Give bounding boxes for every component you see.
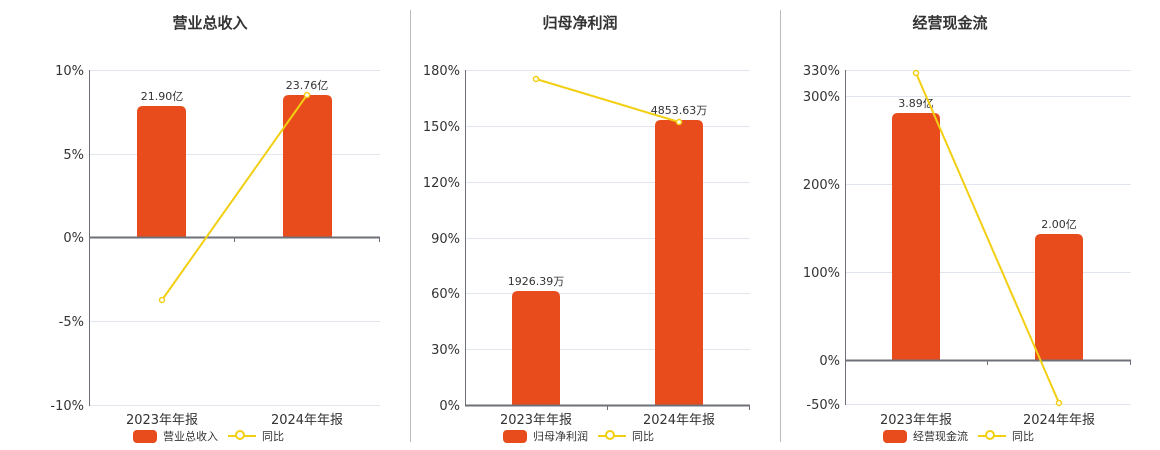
y-tick-label: 0% — [439, 399, 460, 414]
chart-panel-revenue: 营业总收入 10% 5% 0% -5% -10% 21.90亿 23.76亿 2… — [0, 0, 410, 450]
yoy-point[interactable] — [303, 91, 311, 99]
bar-value-label: 4853.63万 — [651, 104, 708, 117]
panel-divider — [410, 10, 411, 442]
bar-2024[interactable] — [655, 120, 703, 405]
y-tick-label: 30% — [431, 343, 460, 358]
panel-divider — [780, 10, 781, 442]
y-tick-label: 5% — [63, 148, 84, 163]
y-tick-label: 180% — [423, 64, 460, 79]
y-tick-label: 150% — [423, 120, 460, 135]
y-tick-label: 60% — [431, 287, 460, 302]
legend-bar-label[interactable]: 归母净利润 — [533, 430, 588, 443]
yoy-point[interactable] — [158, 296, 166, 304]
bar-2024[interactable] — [283, 95, 332, 237]
y-tick-label: 200% — [803, 178, 840, 193]
bar-2023[interactable] — [137, 106, 186, 237]
chart-legend: 经营现金流 同比 — [883, 428, 1034, 444]
legend-bar-swatch[interactable] — [883, 429, 907, 443]
bar-value-label: 2.00亿 — [1041, 218, 1077, 231]
legend-bar-label[interactable]: 营业总收入 — [163, 430, 218, 443]
legend-line-label[interactable]: 同比 — [632, 430, 654, 443]
y-tick-label: 120% — [423, 176, 460, 191]
y-tick-label: 90% — [431, 232, 460, 247]
bar-value-label: 21.90亿 — [141, 90, 184, 103]
x-tick-label: 2023年年报 — [500, 413, 572, 428]
chart-panel-net-profit: 归母净利润 180% 150% 120% 90% 60% 30% 0% 1926… — [423, 14, 750, 444]
yoy-line — [161, 94, 308, 301]
x-tick-label: 2023年年报 — [880, 413, 952, 428]
bar-value-label: 1926.39万 — [508, 275, 565, 288]
x-tick-label: 2024年年报 — [1023, 413, 1095, 428]
y-tick-label: -5% — [59, 315, 84, 330]
legend-line-icon[interactable] — [228, 430, 256, 442]
x-tick-label: 2023年年报 — [126, 413, 198, 428]
y-tick-label: 300% — [803, 90, 840, 105]
yoy-point[interactable] — [532, 75, 540, 83]
chart-legend: 营业总收入 同比 — [133, 428, 284, 444]
x-tick-label: 2024年年报 — [643, 413, 715, 428]
bar-2024[interactable] — [1035, 234, 1083, 360]
chart-plot: 180% 150% 120% 90% 60% 30% 0% 1926.39万 4… — [423, 64, 750, 428]
yoy-line — [535, 78, 680, 123]
legend-bar-label[interactable]: 经营现金流 — [913, 430, 968, 443]
y-tick-label: 0% — [63, 231, 84, 246]
yoy-point[interactable] — [912, 69, 920, 77]
y-tick-label: 10% — [55, 64, 84, 79]
chart-title: 经营现金流 — [912, 14, 988, 32]
y-tick-label: 100% — [803, 266, 840, 281]
chart-plot: 10% 5% 0% -5% -10% 21.90亿 23.76亿 2023年年报… — [50, 64, 380, 428]
chart-title: 归母净利润 — [542, 14, 618, 32]
legend-bar-swatch[interactable] — [133, 429, 157, 443]
yoy-point[interactable] — [675, 118, 683, 126]
y-tick-label: -50% — [806, 398, 840, 413]
bar-value-label: 23.76亿 — [286, 79, 329, 92]
chart-legend: 归母净利润 同比 — [503, 428, 654, 444]
legend-bar-swatch[interactable] — [503, 429, 527, 443]
y-tick-label: -10% — [50, 399, 84, 414]
legend-line-icon[interactable] — [978, 430, 1006, 442]
legend-line-icon[interactable] — [598, 430, 626, 442]
bar-value-label: 3.89亿 — [898, 97, 934, 110]
yoy-point[interactable] — [1055, 399, 1063, 407]
yoy-line — [915, 72, 1060, 404]
bar-2023[interactable] — [512, 291, 560, 405]
chart-title: 营业总收入 — [172, 14, 248, 32]
legend-line-label[interactable]: 同比 — [262, 430, 284, 443]
legend-line-label[interactable]: 同比 — [1012, 430, 1034, 443]
y-tick-label: 330% — [803, 64, 840, 79]
bar-2023[interactable] — [892, 113, 940, 360]
y-tick-label: 0% — [819, 354, 840, 369]
chart-plot: 330% 300% 200% 100% 0% -50% 3.89亿 2.00亿 … — [803, 64, 1131, 428]
x-tick-label: 2024年年报 — [271, 413, 343, 428]
